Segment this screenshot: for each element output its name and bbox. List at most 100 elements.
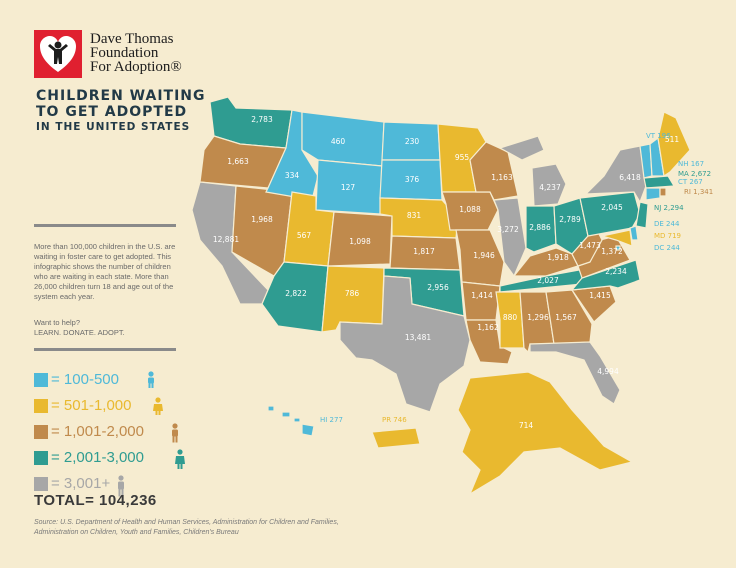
legend-item-1001-2000: = 1,001-2,000 (34, 422, 194, 448)
state-value-KS: 1,817 (413, 247, 435, 256)
state-IN (525, 205, 557, 253)
description-text: More than 100,000 children in the U.S. a… (34, 242, 176, 301)
legend-item-2001-3000: = 2,001-3,000 (34, 448, 194, 474)
legend-item-100-500: = 100-500 (34, 370, 194, 396)
state-value-WA: 2,783 (251, 115, 273, 124)
legend-label: = 2,001-3,000 (51, 449, 144, 466)
child-icon (175, 449, 185, 469)
child-icon (172, 423, 178, 443)
state-value-ME: 511 (665, 135, 680, 144)
organization-name: Dave Thomas Foundation For Adoption® (90, 31, 182, 75)
state-value-PA: 2,045 (601, 203, 623, 212)
state-DC (615, 245, 621, 251)
state-PA (579, 191, 641, 237)
state-value-LA: 1,162 (477, 323, 499, 332)
state-LA (465, 319, 513, 365)
page-title: CHILDREN WAITING TO GET ADOPTED IN THE U… (36, 88, 206, 134)
help-question: Want to help? (34, 318, 80, 327)
state-value-VT: VT 196 (646, 132, 671, 140)
state-value-MS: 880 (503, 313, 518, 322)
state-value-UT: 567 (297, 231, 312, 240)
state-MD (601, 229, 633, 247)
state-value-MN: 955 (455, 153, 470, 162)
state-value-NM: 786 (345, 289, 360, 298)
state-value-MT: 460 (331, 137, 346, 146)
state-CT (645, 187, 661, 201)
state-PR (371, 427, 421, 449)
call-to-action: Want to help? LEARN. DONATE. ADOPT. (34, 318, 182, 338)
state-value-DC: DC 244 (654, 244, 680, 252)
state-value-NH: NH 167 (678, 160, 704, 168)
child-icon (118, 475, 124, 497)
state-HI (267, 405, 315, 437)
legend-label: = 3,001+ (51, 475, 111, 492)
legend-item-501-1000: = 501-1,000 (34, 396, 194, 422)
state-value-OH: 2,789 (559, 215, 581, 224)
state-value-KY: 1,918 (547, 253, 569, 262)
source-citation: Source: U.S. Department of Health and Hu… (34, 519, 339, 536)
state-value-CT: CT 267 (678, 178, 703, 186)
title-line3: IN THE UNITED STATES (36, 121, 191, 133)
state-value-HI: HI 277 (320, 416, 343, 424)
state-value-OK: 2,956 (427, 283, 449, 292)
state-FL (529, 341, 621, 405)
state-value-AK: 714 (519, 421, 534, 430)
state-value-NE: 831 (407, 211, 422, 220)
state-value-MD: MD 719 (654, 232, 681, 240)
state-value-WV: 1,473 (579, 241, 601, 250)
state-value-DE: DE 244 (654, 220, 680, 228)
state-TX (339, 275, 471, 413)
state-value-NJ: NJ 2,294 (654, 204, 684, 212)
state-value-ID: 334 (285, 171, 300, 180)
state-value-VA: 1,372 (601, 247, 623, 256)
state-value-MI: 4,237 (539, 183, 561, 192)
state-value-MA: MA 2,672 (678, 170, 711, 178)
state-value-IL: 3,272 (497, 225, 519, 234)
state-value-TX: 13,481 (405, 333, 431, 342)
state-value-ND: 230 (405, 137, 420, 146)
state-MI (498, 135, 567, 207)
heart-person-icon (40, 36, 76, 72)
org-name-line2: Foundation (90, 45, 159, 61)
legend-swatch (34, 425, 48, 439)
state-value-WI: 1,163 (491, 173, 513, 182)
state-value-RI: RI 1,341 (684, 188, 713, 196)
legend: = 100-500 = 501-1,000 = 1,001-2,000 = 2,… (34, 370, 194, 500)
state-value-AZ: 2,822 (285, 289, 307, 298)
legend-swatch (34, 399, 48, 413)
state-value-FL: 4,994 (597, 367, 619, 376)
state-value-GA: 1,567 (555, 313, 577, 322)
state-value-CO: 1,098 (349, 237, 371, 246)
title-line2: TO GET ADOPTED (36, 104, 188, 120)
state-value-IA: 1,088 (459, 205, 481, 214)
divider-top (34, 224, 176, 227)
legend-item-3001-plus: = 3,001+ (34, 474, 194, 500)
state-value-MO: 1,946 (473, 251, 495, 260)
state-AK (457, 371, 634, 496)
state-value-TN: 2,027 (537, 276, 559, 285)
child-icon (148, 371, 154, 388)
state-MA (643, 175, 676, 189)
state-MS (495, 291, 525, 349)
legend-swatch (34, 451, 48, 465)
legend-label: = 100-500 (51, 371, 119, 388)
help-slogan: LEARN. DONATE. ADOPT. (34, 328, 125, 337)
state-value-WY: 127 (341, 183, 356, 192)
state-value-IN: 2,886 (529, 223, 551, 232)
child-icon (153, 397, 163, 415)
legend-swatch (34, 477, 48, 491)
org-name-line1: Dave Thomas (90, 31, 174, 47)
state-NJ (635, 201, 649, 229)
state-value-AL: 1,296 (527, 313, 549, 322)
state-value-CA: 12,881 (213, 235, 239, 244)
title-line1: CHILDREN WAITING (36, 88, 206, 104)
state-RI (659, 187, 667, 197)
state-value-NY: 6,418 (619, 173, 641, 182)
state-value-AR: 1,414 (471, 291, 493, 300)
state-value-OR: 1,663 (227, 157, 249, 166)
legend-label: = 501-1,000 (51, 397, 132, 414)
state-WI (469, 141, 519, 201)
state-value-SD: 376 (405, 175, 420, 184)
